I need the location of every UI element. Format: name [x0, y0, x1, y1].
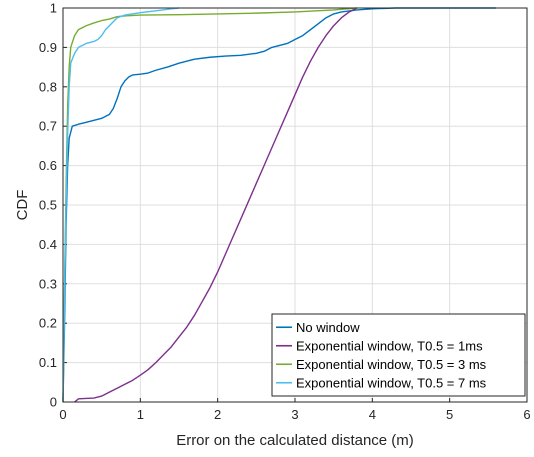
series-line-1 — [62, 7, 497, 403]
y-tick-label: 0.3 — [39, 276, 57, 291]
legend-label: No window — [296, 320, 360, 335]
x-tick-label: 1 — [137, 407, 144, 422]
legend-box — [271, 313, 526, 397]
y-tick-label: 0.5 — [39, 198, 57, 213]
series-line-2 — [74, 7, 358, 403]
x-tick-label: 0 — [59, 407, 66, 422]
legend-label: Exponential window, T0.5 = 3 ms — [296, 357, 487, 372]
legend-label: Exponential window, T0.5 = 7 ms — [296, 375, 487, 390]
y-tick-label: 0.2 — [39, 316, 57, 331]
y-tick-label: 0 — [50, 395, 57, 410]
legend-label: Exponential window, T0.5 = 1ms — [296, 338, 483, 353]
series-line-3 — [62, 7, 357, 403]
x-tick-label: 5 — [446, 407, 453, 422]
y-tick-label: 0.1 — [39, 355, 57, 370]
x-axis-label: Error on the calculated distance (m) — [176, 432, 414, 449]
x-tick-label: 2 — [214, 407, 221, 422]
y-tick-label: 0.6 — [39, 158, 57, 173]
y-tick-labels: 0 0.1 0.2 0.3 0.4 0.5 0.6 0.7 0.8 0.9 1 — [39, 1, 57, 410]
y-tick-label: 0.8 — [39, 79, 57, 94]
plot-frame — [62, 7, 528, 403]
y-axis-label: CDF — [14, 190, 31, 221]
x-tick-label: 3 — [291, 407, 298, 422]
y-tick-label: 1 — [50, 1, 57, 16]
x-tick-label: 6 — [523, 407, 530, 422]
x-tick-label: 4 — [369, 407, 376, 422]
series-line-4 — [62, 7, 180, 403]
y-tick-label: 0.4 — [39, 237, 57, 252]
y-tick-label: 0.9 — [39, 40, 57, 55]
legend: No window Exponential window, T0.5 = 1ms E… — [271, 313, 526, 397]
series-lines — [62, 7, 497, 403]
x-tick-labels: 0 1 2 3 4 5 6 — [59, 407, 530, 422]
y-tick-label: 0.7 — [39, 119, 57, 134]
